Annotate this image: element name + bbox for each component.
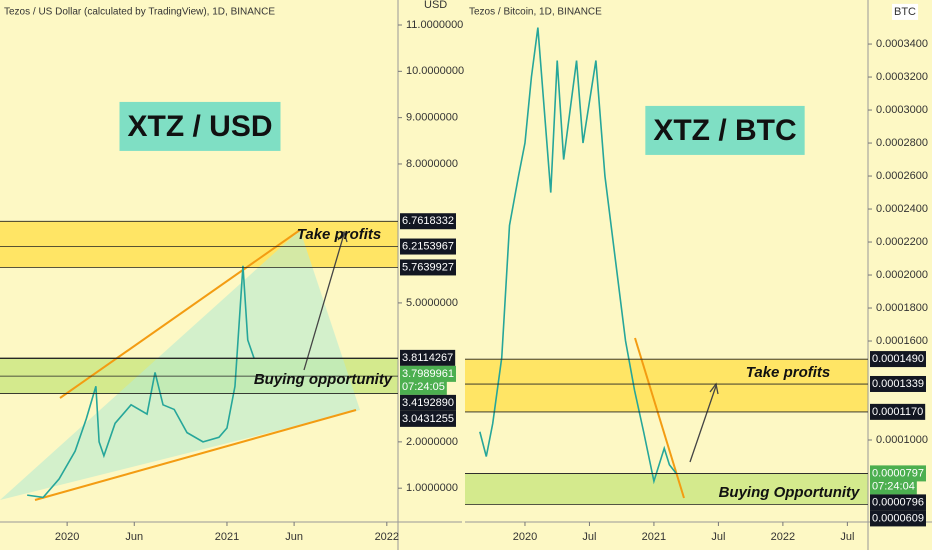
x-tick-label: 2021 bbox=[215, 531, 239, 543]
y-tick-label: 8.0000000 bbox=[406, 158, 458, 170]
price-level-label-bg bbox=[400, 213, 456, 230]
price-level-label-bg bbox=[400, 410, 456, 427]
y-tick-label: 0.0002600 bbox=[876, 170, 928, 182]
buy-label: Buying Opportunity bbox=[719, 484, 860, 501]
y-tick-label: 0.0001800 bbox=[876, 302, 928, 314]
big-label: XTZ / BTC bbox=[653, 114, 796, 147]
y-tick-label: 9.0000000 bbox=[406, 112, 458, 124]
price-level-label-bg bbox=[400, 238, 456, 255]
price-level-label: 0.0000609 bbox=[872, 512, 924, 524]
y-tick-label: 11.0000000 bbox=[406, 19, 463, 31]
arrow bbox=[689, 385, 717, 463]
price-level-label-bg bbox=[870, 510, 926, 527]
unit-label: USD bbox=[424, 0, 447, 11]
y-tick-label: 1.0000000 bbox=[406, 482, 458, 494]
y-tick-label: 0.0002400 bbox=[876, 203, 928, 215]
price-level-label: 0.0001170 bbox=[872, 406, 923, 418]
triangle-fill bbox=[0, 230, 360, 500]
last-price-label: 0.0000797 bbox=[872, 467, 924, 479]
price-level-label: 5.7639927 bbox=[402, 261, 454, 273]
unit-label: BTC bbox=[894, 6, 916, 18]
price-line bbox=[479, 27, 677, 485]
price-level-label: 6.7618332 bbox=[402, 215, 454, 227]
x-tick-label: 2021 bbox=[642, 531, 666, 543]
y-tick-label: 0.0001600 bbox=[876, 335, 928, 347]
y-tick-label: 0.0003400 bbox=[876, 38, 928, 50]
x-tick-label: Jul bbox=[711, 531, 725, 543]
x-tick-label: 2022 bbox=[771, 531, 795, 543]
big-label: XTZ / USD bbox=[127, 110, 272, 143]
last-price-label-bg bbox=[870, 465, 926, 482]
arrow-head bbox=[337, 230, 348, 243]
y-tick-label: 5.0000000 bbox=[406, 297, 458, 309]
x-tick-label: Jun bbox=[125, 531, 143, 543]
y-tick-label: 0.0001000 bbox=[876, 434, 928, 446]
price-level-label-bg bbox=[870, 375, 926, 392]
countdown: 07:24:05 bbox=[402, 381, 445, 393]
price-level-label: 3.0431255 bbox=[402, 413, 454, 425]
trend-line bbox=[634, 337, 685, 499]
price-level-label: 0.0001490 bbox=[872, 353, 924, 365]
x-tick-label: Jul bbox=[840, 531, 854, 543]
price-level-label: 0.0001339 bbox=[872, 378, 924, 390]
x-tick-label: Jul bbox=[582, 531, 596, 543]
zone bbox=[465, 473, 868, 505]
price-level-label-bg bbox=[870, 403, 926, 420]
price-level-label-bg bbox=[870, 494, 926, 511]
arrow bbox=[303, 233, 345, 371]
price-level-label-bg bbox=[870, 351, 926, 368]
y-tick-label: 0.0002000 bbox=[876, 269, 928, 281]
x-tick-label: Jun bbox=[285, 531, 303, 543]
last-price-label: 3.7989961 bbox=[402, 368, 454, 380]
last-price-label-bg bbox=[400, 365, 456, 382]
big-label-bg bbox=[645, 105, 805, 155]
price-level-label-bg bbox=[400, 259, 456, 276]
x-tick-label: 2020 bbox=[55, 531, 79, 543]
price-level-label: 6.2153967 bbox=[402, 241, 454, 253]
countdown: 07:24:04 bbox=[872, 480, 915, 492]
y-tick-label: 2.0000000 bbox=[406, 436, 458, 448]
price-level-label-bg bbox=[400, 349, 456, 366]
trend-line bbox=[34, 409, 357, 501]
y-tick-label: 0.0002200 bbox=[876, 236, 928, 248]
chart-title: Tezos / US Dollar (calculated by Trading… bbox=[4, 7, 275, 18]
take-label: Take profits bbox=[746, 364, 830, 381]
trend-line bbox=[59, 229, 301, 399]
price-level-label: 3.4192890 bbox=[402, 397, 454, 409]
buy-label: Buying opportunity bbox=[254, 371, 393, 388]
y-tick-label: 10.0000000 bbox=[406, 65, 464, 77]
x-tick-label: 2020 bbox=[513, 531, 537, 543]
zone bbox=[0, 221, 398, 268]
big-label-bg bbox=[119, 101, 281, 151]
zone bbox=[465, 359, 868, 412]
x-tick-label: 2022 bbox=[375, 531, 399, 543]
chart-title: Tezos / Bitcoin, 1D, BINANCE bbox=[469, 7, 602, 18]
y-tick-label: 0.0003200 bbox=[876, 71, 928, 83]
y-tick-label: 0.0002800 bbox=[876, 137, 928, 149]
price-level-label: 3.8114267 bbox=[402, 352, 453, 364]
price-level-label-bg bbox=[400, 394, 456, 411]
price-level-label: 0.0000796 bbox=[872, 496, 924, 508]
take-label: Take profits bbox=[297, 226, 381, 243]
countdown-bg bbox=[400, 378, 447, 395]
y-tick-label: 0.0003000 bbox=[876, 104, 928, 116]
decorations bbox=[0, 229, 719, 501]
unit-label-bg bbox=[892, 3, 919, 20]
countdown-bg bbox=[870, 478, 917, 495]
